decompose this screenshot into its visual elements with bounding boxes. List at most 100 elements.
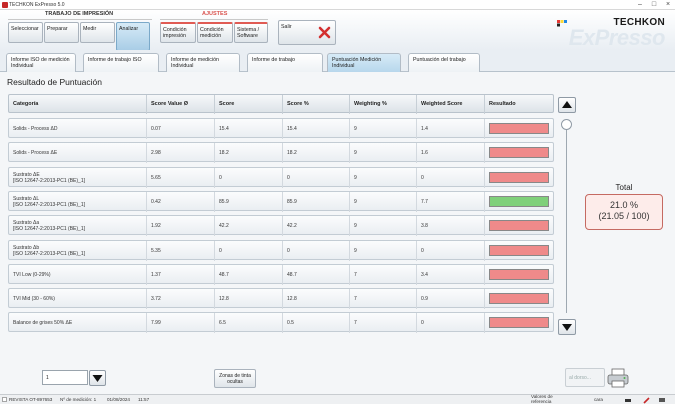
report-tabs: Informe ISO de medición Individual Infor… bbox=[0, 50, 675, 72]
cell-score-value-text: 0.07 bbox=[151, 126, 161, 132]
cell-score-value: 5.35 bbox=[146, 240, 214, 261]
tab-puntuacion-medicion[interactable]: Puntuación Medición Individual bbox=[327, 53, 401, 72]
scroll-down-button[interactable] bbox=[558, 319, 576, 335]
maximize-button[interactable]: □ bbox=[651, 1, 657, 8]
table-scrollbar[interactable] bbox=[558, 97, 576, 335]
tab-informe-trabajo-iso[interactable]: Informe de trabajo ISO bbox=[83, 53, 159, 72]
triangle-down-icon bbox=[562, 324, 572, 331]
cell-score-pct-text: 0 bbox=[287, 174, 290, 181]
preparar-button[interactable]: Preparar bbox=[44, 22, 79, 43]
result-fail-bar bbox=[489, 244, 549, 256]
print-button[interactable] bbox=[606, 367, 630, 389]
cell-resultado bbox=[484, 191, 553, 212]
page-select[interactable]: 1 bbox=[42, 370, 88, 385]
logo-brand: TECHKON bbox=[613, 17, 665, 28]
cell-score-value: 0.42 bbox=[146, 191, 214, 212]
table-row[interactable]: Solids - Process ΔE 2.98 18.2 18.2 9 1.6 bbox=[8, 142, 554, 164]
page-dropdown-button[interactable] bbox=[89, 370, 106, 386]
table-row[interactable]: Balance de grises 50% ΔE 7.99 6.5 0.5 7 0 bbox=[8, 312, 554, 334]
cell-score-pct-text: 42.2 bbox=[287, 223, 297, 230]
status-fecha: 01/08/2024 bbox=[107, 397, 130, 402]
tab-informe-iso-medicion[interactable]: Informe ISO de medición Individual bbox=[6, 53, 76, 72]
cell-weighting: 9 bbox=[349, 240, 416, 261]
cell-score-text: 42.2 bbox=[219, 223, 229, 230]
tab-informe-trabajo[interactable]: Informe de trabajo bbox=[247, 53, 323, 72]
scroll-up-button[interactable] bbox=[558, 97, 576, 113]
sistema-software-button[interactable]: Sistema / Software bbox=[234, 22, 268, 43]
close-window-button[interactable]: × bbox=[665, 1, 671, 8]
table-row[interactable]: Sustrato Δa [ISO 12647-2:2013-PC1 (BE)_1… bbox=[8, 215, 554, 237]
scroll-track[interactable] bbox=[566, 125, 567, 313]
tab-informe-medicion[interactable]: Informe de medición Individual bbox=[166, 53, 240, 72]
cell-categoria-text: Solids - Process ΔE bbox=[13, 150, 58, 157]
cell-score-value-text: 7.99 bbox=[151, 320, 161, 327]
group-label-print: TRABAJO DE IMPRESIÓN bbox=[45, 11, 114, 17]
group-divider bbox=[8, 19, 152, 20]
seleccionar-button[interactable]: Seleccionar bbox=[8, 22, 43, 43]
cell-weighted-score-text: 1.6 bbox=[421, 150, 428, 157]
table-row[interactable]: TVI Mid (30 - 60%) 3.72 12.8 12.8 7 0.9 bbox=[8, 288, 554, 310]
pen-icon bbox=[643, 397, 650, 404]
table-row[interactable]: Solids - Process ΔD 0.07 15.4 15.4 9 1.4 bbox=[8, 118, 554, 139]
scroll-thumb[interactable] bbox=[561, 119, 572, 130]
total-percent: 21.0 % bbox=[609, 200, 639, 210]
cell-score-pct: 48.7 bbox=[282, 264, 349, 285]
total-detail: (21.05 / 100) bbox=[598, 211, 650, 221]
result-pass-bar bbox=[489, 195, 549, 207]
cell-categoria: Sustrato Δa [ISO 12647-2:2013-PC1 (BE)_1… bbox=[9, 216, 146, 236]
cell-score-text: 15.4 bbox=[219, 126, 229, 132]
cell-weighting-text: 7 bbox=[354, 271, 357, 278]
cell-score-pct: 0 bbox=[282, 167, 349, 188]
table-row[interactable]: Sustrato ΔL [ISO 12647-2:2013-PC1 (BE)_1… bbox=[8, 190, 554, 212]
cell-resultado bbox=[484, 289, 553, 310]
cell-resultado bbox=[484, 313, 553, 334]
table-row[interactable]: Sustrato Δb [ISO 12647-2:2013-PC1 (BE)_1… bbox=[8, 239, 554, 261]
cell-score: 48.7 bbox=[214, 264, 282, 285]
cell-weighting: 9 bbox=[349, 143, 416, 164]
table-row[interactable]: Sustrato ΔE [ISO 12647-2:2013-PC1 (BE)_1… bbox=[8, 166, 554, 188]
cell-score: 18.2 bbox=[214, 143, 282, 164]
cell-categoria: Solids - Process ΔE bbox=[9, 143, 146, 163]
cell-weighting: 9 bbox=[349, 167, 416, 188]
result-fail-bar bbox=[489, 123, 549, 134]
analizar-button[interactable]: Analizar bbox=[116, 22, 150, 51]
cell-score-value-text: 1.37 bbox=[151, 271, 161, 278]
cell-score-pct: 0 bbox=[282, 240, 349, 261]
cell-score-pct: 42.2 bbox=[282, 216, 349, 237]
medir-button[interactable]: Medir bbox=[80, 22, 115, 43]
title-bar: TECHKON ExPresso 5.0 – □ × bbox=[0, 0, 675, 10]
cell-weighted-score: 3.8 bbox=[416, 216, 484, 237]
cell-weighting-text: 9 bbox=[354, 150, 357, 157]
logo-product: ExPresso bbox=[568, 25, 666, 50]
cell-weighting-text: 7 bbox=[354, 296, 357, 303]
minimize-button[interactable]: – bbox=[638, 1, 642, 8]
status-cara: cara bbox=[594, 397, 603, 402]
header-categoria: Categoría bbox=[13, 101, 39, 107]
cell-score-pct: 18.2 bbox=[282, 143, 349, 164]
cell-score: 0 bbox=[214, 240, 282, 261]
cell-score-value: 0.07 bbox=[146, 119, 214, 139]
cell-score-text: 6.5 bbox=[219, 320, 226, 327]
cell-score-value: 5.65 bbox=[146, 167, 214, 188]
app-icon bbox=[2, 2, 8, 8]
tab-puntuacion-trabajo[interactable]: Puntuación del trabajo bbox=[408, 53, 480, 72]
window-title: TECHKON ExPresso 5.0 bbox=[9, 2, 65, 8]
condicion-impresion-button[interactable]: Condición impresión bbox=[160, 22, 196, 43]
cell-categoria-text: Sustrato ΔE [ISO 12647-2:2013-PC1 (BE)_1… bbox=[13, 171, 85, 184]
cell-score-value-text: 5.65 bbox=[151, 174, 161, 181]
cell-score-text: 18.2 bbox=[219, 150, 229, 157]
cell-score-value: 3.72 bbox=[146, 289, 214, 310]
cell-weighted-score-text: 7.7 bbox=[421, 198, 428, 205]
cell-weighted-score-text: 0 bbox=[421, 320, 424, 327]
condicion-medicion-button[interactable]: Condición medición bbox=[197, 22, 233, 43]
status-hora: 11:57 bbox=[138, 397, 150, 402]
cell-weighting-text: 9 bbox=[354, 247, 357, 254]
table-row[interactable]: TVI Low (0-29%) 1.37 48.7 48.7 7 3.4 bbox=[8, 263, 554, 285]
table-header: Categoría Score Value Ø Score Score % We… bbox=[8, 94, 554, 114]
cell-resultado bbox=[484, 143, 553, 164]
salir-button[interactable]: Salir bbox=[278, 20, 336, 45]
cell-score: 0 bbox=[214, 167, 282, 188]
zonas-tinta-button[interactable]: Zonas de tinta ocultas bbox=[214, 369, 256, 388]
cell-categoria-text: Sustrato Δb [ISO 12647-2:2013-PC1 (BE)_1… bbox=[13, 244, 85, 257]
al-dorso-button[interactable]: al dorso... bbox=[565, 368, 605, 387]
